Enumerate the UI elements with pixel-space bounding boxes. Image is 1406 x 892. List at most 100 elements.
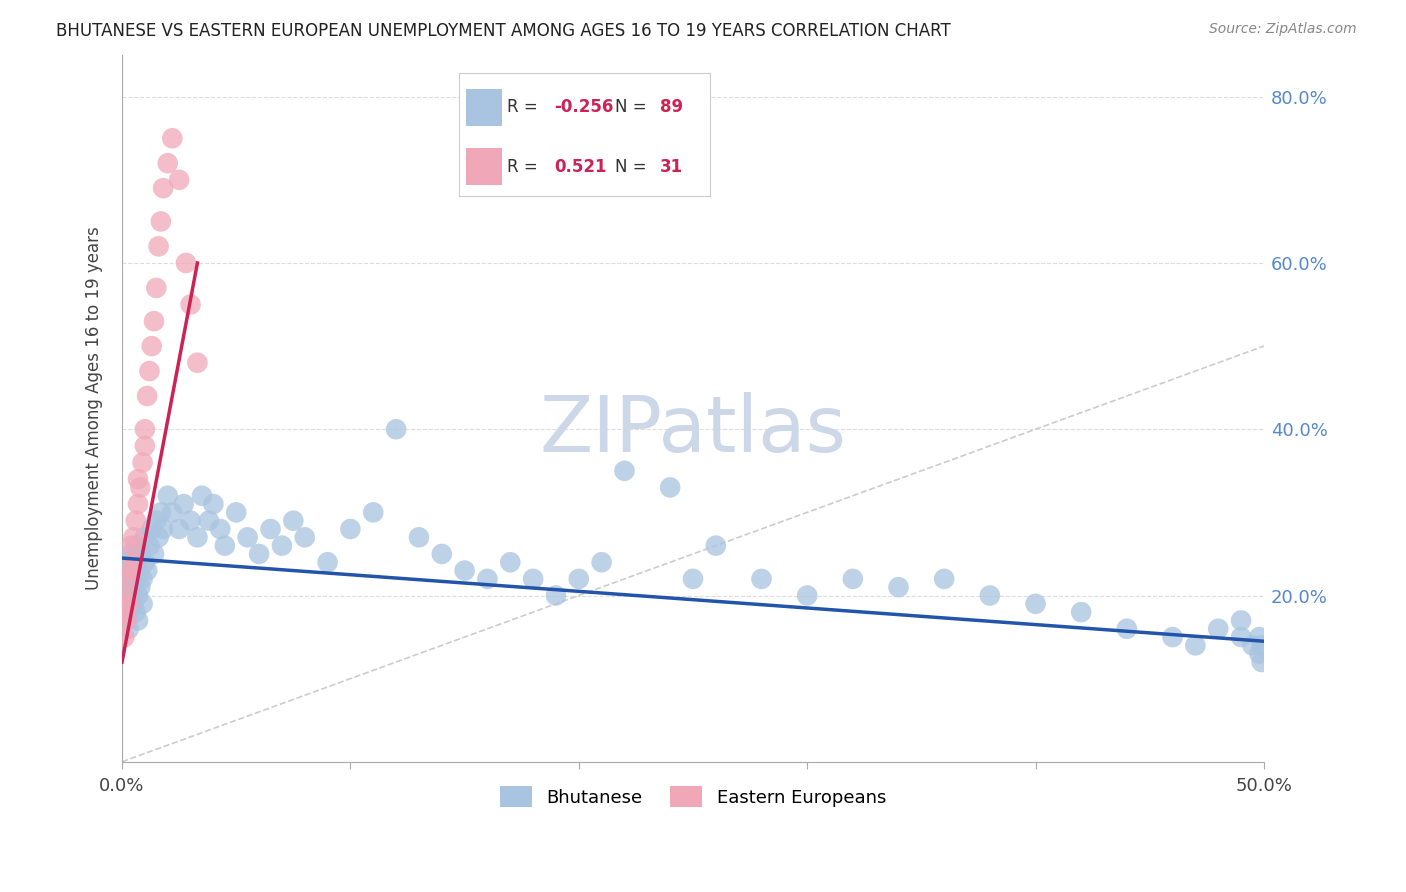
Point xyxy=(112,630,135,644)
Point xyxy=(122,597,145,611)
Point xyxy=(118,622,141,636)
Point xyxy=(136,564,159,578)
Point xyxy=(120,589,142,603)
Point xyxy=(115,589,138,603)
Point xyxy=(174,256,197,270)
Point xyxy=(1206,622,1229,636)
Point xyxy=(316,555,339,569)
Point xyxy=(613,464,636,478)
Point xyxy=(1184,639,1206,653)
Text: Source: ZipAtlas.com: Source: ZipAtlas.com xyxy=(1209,22,1357,37)
Point xyxy=(118,572,141,586)
Point xyxy=(544,589,567,603)
Point xyxy=(152,181,174,195)
Point xyxy=(167,522,190,536)
Point xyxy=(191,489,214,503)
Point xyxy=(118,605,141,619)
Point xyxy=(134,555,156,569)
Point xyxy=(143,547,166,561)
Point xyxy=(131,572,153,586)
Point xyxy=(522,572,544,586)
Point xyxy=(1249,630,1271,644)
Point xyxy=(186,530,208,544)
Point xyxy=(180,514,202,528)
Point xyxy=(568,572,591,586)
Point xyxy=(236,530,259,544)
Point xyxy=(141,522,163,536)
Point xyxy=(127,472,149,486)
Point xyxy=(120,572,142,586)
Point xyxy=(149,214,172,228)
Point xyxy=(131,455,153,469)
Point xyxy=(247,547,270,561)
Point xyxy=(122,555,145,569)
Point xyxy=(129,480,152,494)
Point xyxy=(842,572,865,586)
Point xyxy=(209,522,232,536)
Point xyxy=(477,572,499,586)
Point xyxy=(167,173,190,187)
Point xyxy=(115,580,138,594)
Point xyxy=(125,514,148,528)
Text: BHUTANESE VS EASTERN EUROPEAN UNEMPLOYMENT AMONG AGES 16 TO 19 YEARS CORRELATION: BHUTANESE VS EASTERN EUROPEAN UNEMPLOYME… xyxy=(56,22,950,40)
Point xyxy=(152,522,174,536)
Point xyxy=(120,564,142,578)
Point xyxy=(934,572,956,586)
Point xyxy=(149,505,172,519)
Point xyxy=(134,439,156,453)
Point xyxy=(118,597,141,611)
Point xyxy=(796,589,818,603)
Point xyxy=(127,564,149,578)
Point xyxy=(138,364,160,378)
Point xyxy=(704,539,727,553)
Point xyxy=(283,514,305,528)
Point xyxy=(1241,639,1264,653)
Point xyxy=(141,339,163,353)
Point xyxy=(214,539,236,553)
Point xyxy=(162,505,184,519)
Point xyxy=(115,614,138,628)
Point xyxy=(186,356,208,370)
Point xyxy=(129,580,152,594)
Point xyxy=(180,297,202,311)
Point xyxy=(156,156,179,170)
Point xyxy=(125,605,148,619)
Point xyxy=(120,539,142,553)
Point xyxy=(118,564,141,578)
Point xyxy=(453,564,475,578)
Point xyxy=(887,580,910,594)
Point xyxy=(145,514,167,528)
Point xyxy=(1249,647,1271,661)
Point xyxy=(1070,605,1092,619)
Point xyxy=(173,497,195,511)
Point xyxy=(136,389,159,403)
Point xyxy=(1230,630,1253,644)
Point xyxy=(112,572,135,586)
Point xyxy=(430,547,453,561)
Point xyxy=(385,422,408,436)
Point xyxy=(294,530,316,544)
Point xyxy=(659,480,682,494)
Point xyxy=(118,589,141,603)
Point xyxy=(148,530,170,544)
Point xyxy=(1161,630,1184,644)
Point xyxy=(751,572,773,586)
Point xyxy=(145,281,167,295)
Legend: Bhutanese, Eastern Europeans: Bhutanese, Eastern Europeans xyxy=(491,778,896,816)
Point xyxy=(125,539,148,553)
Point xyxy=(1250,639,1272,653)
Point xyxy=(127,614,149,628)
Point xyxy=(1025,597,1047,611)
Point xyxy=(361,505,384,519)
Point xyxy=(339,522,361,536)
Point xyxy=(499,555,522,569)
Point xyxy=(122,555,145,569)
Point xyxy=(134,422,156,436)
Point xyxy=(122,580,145,594)
Point xyxy=(131,597,153,611)
Point xyxy=(1115,622,1137,636)
Point xyxy=(115,614,138,628)
Point xyxy=(115,555,138,569)
Point xyxy=(202,497,225,511)
Point xyxy=(162,131,184,145)
